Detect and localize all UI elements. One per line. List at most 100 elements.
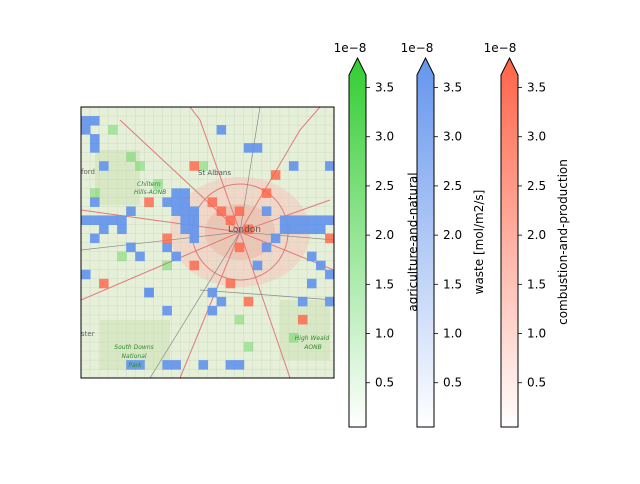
emission-cell-combustion [225,278,236,289]
emission-cell-waste [325,215,334,226]
road [179,231,241,378]
emission-cell-combustion [261,188,272,198]
emission-cell-waste [207,287,218,298]
high-weald-line-1: High Weald [295,335,330,342]
emission-cell-waste [171,197,181,207]
emission-cell-waste [144,287,154,298]
green-area [95,150,140,205]
emission-cell-waste [261,242,272,253]
colorbar-tick-label: 3.0 [375,130,394,144]
emission-cell-waste [90,233,100,244]
map-frame [80,106,335,379]
emission-cell-waste [99,224,109,235]
emission-cell-combustion [297,314,308,325]
emission-cell-agriculture [126,152,136,162]
colorbar-tick-label: 3.5 [443,81,462,95]
place-label-ster: ster [81,330,95,338]
emission-cell-waste [252,143,263,153]
emission-cell-waste [162,197,172,207]
emission-cell-waste [234,360,245,370]
road [239,107,321,233]
emission-cell-combustion [243,296,254,307]
colorbar-label: combustion-and-production [556,159,570,325]
emission-cell-agriculture [288,333,299,343]
colorbar-tick-label: 3.0 [527,130,546,144]
road [81,231,241,301]
emission-cell-waste [261,206,272,216]
emission-cell-waste [180,206,190,216]
colorbar-tick-label: 3.5 [375,81,394,95]
emission-cell-waste [171,188,181,198]
emission-cell-waste [307,251,317,262]
colorbar-tick-label: 2.5 [527,179,546,193]
colorbar-tick-label: 0.5 [443,376,462,390]
emission-cell-agriculture [117,251,127,262]
colorbar-ticks: 0.5 1.0 1.5 2.0 2.5 3.0 3.5 [518,81,546,390]
road [81,209,241,233]
colorbar-tick-label: 3.0 [443,130,462,144]
colorbar-tick-label: 1.0 [527,327,546,341]
emission-cell-waste [180,224,190,235]
emission-cell-combustion [325,233,334,244]
emission-cell-waste [171,251,181,262]
emission-cell-combustion [99,278,109,289]
road [239,231,291,378]
high-weald-line-2: AONB [303,344,321,351]
basemap: St Albans London Chiltern Hills-AONB Sou… [81,107,344,378]
emission-cell-waste [99,215,109,226]
emission-cell-agriculture [234,314,245,325]
emission-cell-waste [297,224,308,235]
emission-cell-waste [81,125,91,135]
emission-cell-waste [270,233,281,244]
colorbar-ticks: 0.5 1.0 1.5 2.0 2.5 3.0 3.5 [434,81,462,390]
emission-cell-combustion [334,234,344,244]
colorbar-body [500,56,519,428]
colorbar-tick-label: 2.0 [527,228,546,242]
emission-cell-waste [171,360,181,370]
emission-cell-waste [189,206,200,216]
emission-cell-waste [279,224,290,235]
emission-cell-agriculture [162,260,172,271]
colorbar-waste: 1e−8 0.5 1.0 1.5 2.0 2.5 3.0 3.5 waste [mol/m2… [401,41,486,428]
emission-cell-waste [307,278,317,289]
emission-cell-combustion [243,224,254,235]
colorbar-body [348,56,367,428]
emission-cell-waste [81,116,91,126]
emission-cell-combustion [189,260,200,271]
colorbar-body [416,56,435,428]
emission-cell-combustion [216,206,227,216]
place-label-high-weald: High Weald AONB [295,335,331,351]
colorbar-tick-label: 3.5 [527,81,546,95]
place-label-chiltern: Chiltern Hills-AONB [134,181,166,196]
emission-cell-waste [307,215,317,226]
emission-cell-waste [90,197,100,207]
emission-cell-waste [189,215,200,226]
railway [199,289,334,301]
roads [81,107,334,378]
emission-cell-waste [126,360,136,370]
emission-cell-waste [288,215,299,226]
emission-cell-waste [325,296,334,307]
south-downs-line-3: Park [128,362,142,369]
emission-cell-combustion [225,215,236,226]
emission-cell-waste [180,188,190,198]
emission-cells [81,116,344,370]
emission-cell-waste [81,269,91,280]
emission-cell-waste [162,242,172,253]
south-downs-line-1: South Downs [114,344,153,351]
chiltern-line-2: Hills-AONB [134,189,166,196]
emission-cell-combustion [207,197,218,207]
emission-cell-agriculture [108,125,118,135]
emission-cell-agriculture [90,188,100,198]
colorbar-tick-label: 2.0 [375,228,394,242]
colorbar-tick-label: 2.5 [443,179,462,193]
emission-cell-waste [207,305,218,316]
emission-cell-waste [297,296,308,307]
emission-cell-waste [117,224,127,235]
emission-cell-waste [225,360,236,370]
emission-cell-waste [180,215,190,226]
emission-cell-waste [126,242,136,253]
emission-cell-waste [135,251,145,262]
emission-cell-combustion [162,233,172,244]
